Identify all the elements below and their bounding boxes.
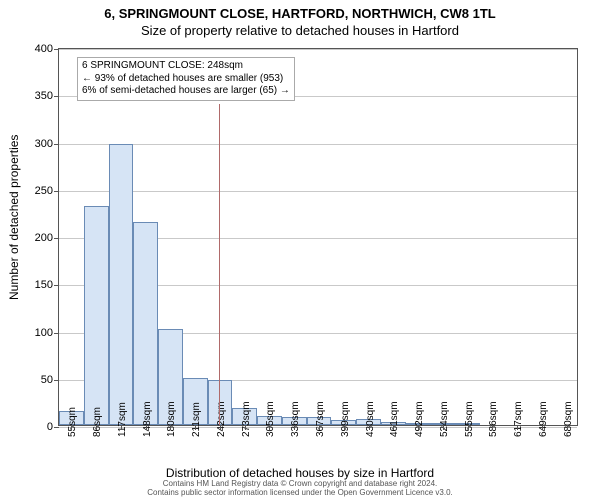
x-tick-mark [492,425,493,430]
annotation-box: 6 SPRINGMOUNT CLOSE: 248sqm ← 93% of det… [77,57,295,101]
x-tick-label: 524sqm [439,401,450,437]
x-tick-label: 430sqm [365,401,376,437]
y-tick-mark [54,427,59,428]
x-tick-mark [220,425,221,430]
x-tick-label: 649sqm [538,401,549,437]
attribution-line2: Contains public sector information licen… [0,489,600,498]
x-tick-label: 86sqm [92,407,103,437]
x-tick-label: 680sqm [563,401,574,437]
main-title: 6, SPRINGMOUNT CLOSE, HARTFORD, NORTHWIC… [0,0,600,21]
annotation-line2: ← 93% of detached houses are smaller (95… [82,73,290,86]
x-tick-label: 305sqm [265,401,276,437]
x-tick-label: 586sqm [488,401,499,437]
x-tick-mark [195,425,196,430]
x-axis-label: Distribution of detached houses by size … [0,466,600,480]
x-tick-mark [170,425,171,430]
y-tick-mark [54,333,59,334]
x-tick-label: 148sqm [142,401,153,437]
x-tick-label: 617sqm [513,401,524,437]
x-tick-label: 399sqm [340,401,351,437]
x-tick-mark [418,425,419,430]
x-tick-mark [71,425,72,430]
attribution-text: Contains HM Land Registry data © Crown c… [0,480,600,498]
x-tick-mark [393,425,394,430]
gridline [59,144,577,145]
x-tick-label: 55sqm [67,407,78,437]
x-tick-mark [443,425,444,430]
histogram-bar [84,206,109,425]
x-tick-mark [369,425,370,430]
y-tick-mark [54,380,59,381]
x-tick-label: 180sqm [166,401,177,437]
x-tick-mark [269,425,270,430]
y-tick-mark [54,191,59,192]
x-tick-label: 492sqm [414,401,425,437]
x-tick-mark [542,425,543,430]
x-tick-label: 242sqm [216,401,227,437]
y-tick-mark [54,49,59,50]
annotation-line3: 6% of semi-detached houses are larger (6… [82,85,290,98]
chart-plot-area: 05010015020025030035040055sqm86sqm117sqm… [58,48,578,426]
x-tick-label: 367sqm [315,401,326,437]
gridline [59,191,577,192]
x-tick-label: 273sqm [241,401,252,437]
x-tick-label: 211sqm [191,402,202,437]
y-tick-mark [54,285,59,286]
histogram-bar [109,144,134,425]
x-tick-mark [319,425,320,430]
x-tick-mark [517,425,518,430]
property-marker-line [219,104,220,425]
x-tick-mark [468,425,469,430]
x-tick-label: 461sqm [389,401,400,437]
x-tick-mark [294,425,295,430]
annotation-line1: 6 SPRINGMOUNT CLOSE: 248sqm [82,60,290,73]
x-tick-label: 336sqm [290,401,301,437]
histogram-bar [133,222,158,425]
x-tick-mark [146,425,147,430]
x-tick-mark [567,425,568,430]
y-tick-mark [54,238,59,239]
x-tick-mark [245,425,246,430]
y-axis-label: Number of detached properties [7,135,21,300]
y-tick-mark [54,96,59,97]
x-tick-mark [96,425,97,430]
sub-title: Size of property relative to detached ho… [0,21,600,38]
x-tick-label: 117sqm [117,402,128,437]
x-tick-mark [344,425,345,430]
gridline [59,49,577,50]
x-tick-mark [121,425,122,430]
x-tick-label: 555sqm [464,401,475,437]
y-tick-mark [54,144,59,145]
